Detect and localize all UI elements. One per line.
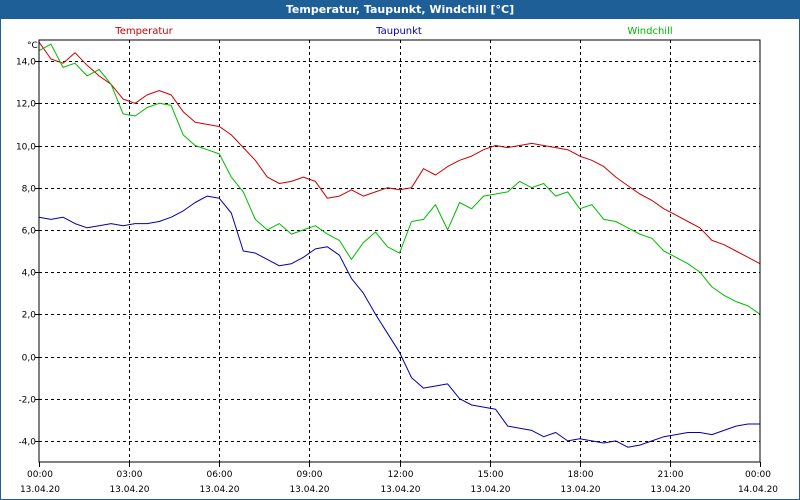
- y-tick-label: 12,0: [16, 100, 36, 110]
- series-line-windchill: [38, 43, 761, 315]
- series-lines: [38, 41, 761, 448]
- x-tick-time-label: 18:00: [568, 470, 594, 480]
- y-tick-label: 2,0: [22, 311, 37, 321]
- x-tick-time-label: 00:00: [27, 470, 53, 480]
- x-tick-time-label: 09:00: [297, 470, 323, 480]
- x-tick-date-label: 13.04.20: [109, 485, 149, 495]
- plot-area-border: [38, 39, 761, 463]
- x-tick-time-label: 00:00: [745, 470, 771, 480]
- x-tick-time-label: 06:00: [207, 470, 233, 480]
- legend-entry-temperatur: Temperatur: [114, 26, 173, 37]
- y-axis-ticks: 14,0 12,0 10,0 8,0 6,0 4,0 2,0 0,0 -2,0 -4,0: [16, 58, 39, 448]
- x-tick-time-label: 21:00: [658, 470, 684, 480]
- grid: [39, 40, 760, 462]
- x-tick-time-label: 15:00: [478, 470, 504, 480]
- x-tick-date-label: 13.04.20: [470, 485, 510, 495]
- x-tick-time-label: 12:00: [388, 470, 414, 480]
- x-tick-date-label: 13.04.20: [20, 485, 60, 495]
- legend: Temperatur Taupunkt Windchill: [114, 26, 672, 37]
- x-tick-date-label: 14.04.20: [738, 485, 778, 495]
- y-tick-label: 6,0: [22, 227, 37, 237]
- y-tick-label: 14,0: [16, 58, 36, 68]
- y-tick-label: 0,0: [22, 354, 37, 364]
- y-tick-label: 10,0: [16, 143, 36, 153]
- series-line-temperatur: [38, 41, 761, 265]
- x-tick-date-label: 13.04.20: [289, 485, 329, 495]
- y-tick-label: -4,0: [18, 438, 36, 448]
- legend-entry-windchill: Windchill: [627, 26, 672, 37]
- y-tick-label: 8,0: [22, 185, 37, 195]
- y-tick-label: 4,0: [22, 269, 37, 279]
- x-axis-ticks: 00:00 13.04.20 03:00 13.04.20 06:00 13.04.20 0…: [20, 462, 778, 495]
- x-tick-date-label: 13.04.20: [199, 485, 239, 495]
- series-line-taupunkt: [38, 195, 760, 448]
- y-tick-label: -2,0: [18, 396, 36, 406]
- x-tick-date-label: 13.04.20: [650, 485, 690, 495]
- x-tick-time-label: 03:00: [117, 470, 143, 480]
- x-tick-date-label: 13.04.20: [380, 485, 420, 495]
- legend-entry-taupunkt: Taupunkt: [375, 26, 422, 37]
- y-axis-unit: °C: [27, 41, 38, 51]
- x-tick-date-label: 13.04.20: [560, 485, 600, 495]
- window-title: Temperatur, Taupunkt, Windchill [°C]: [0, 0, 800, 19]
